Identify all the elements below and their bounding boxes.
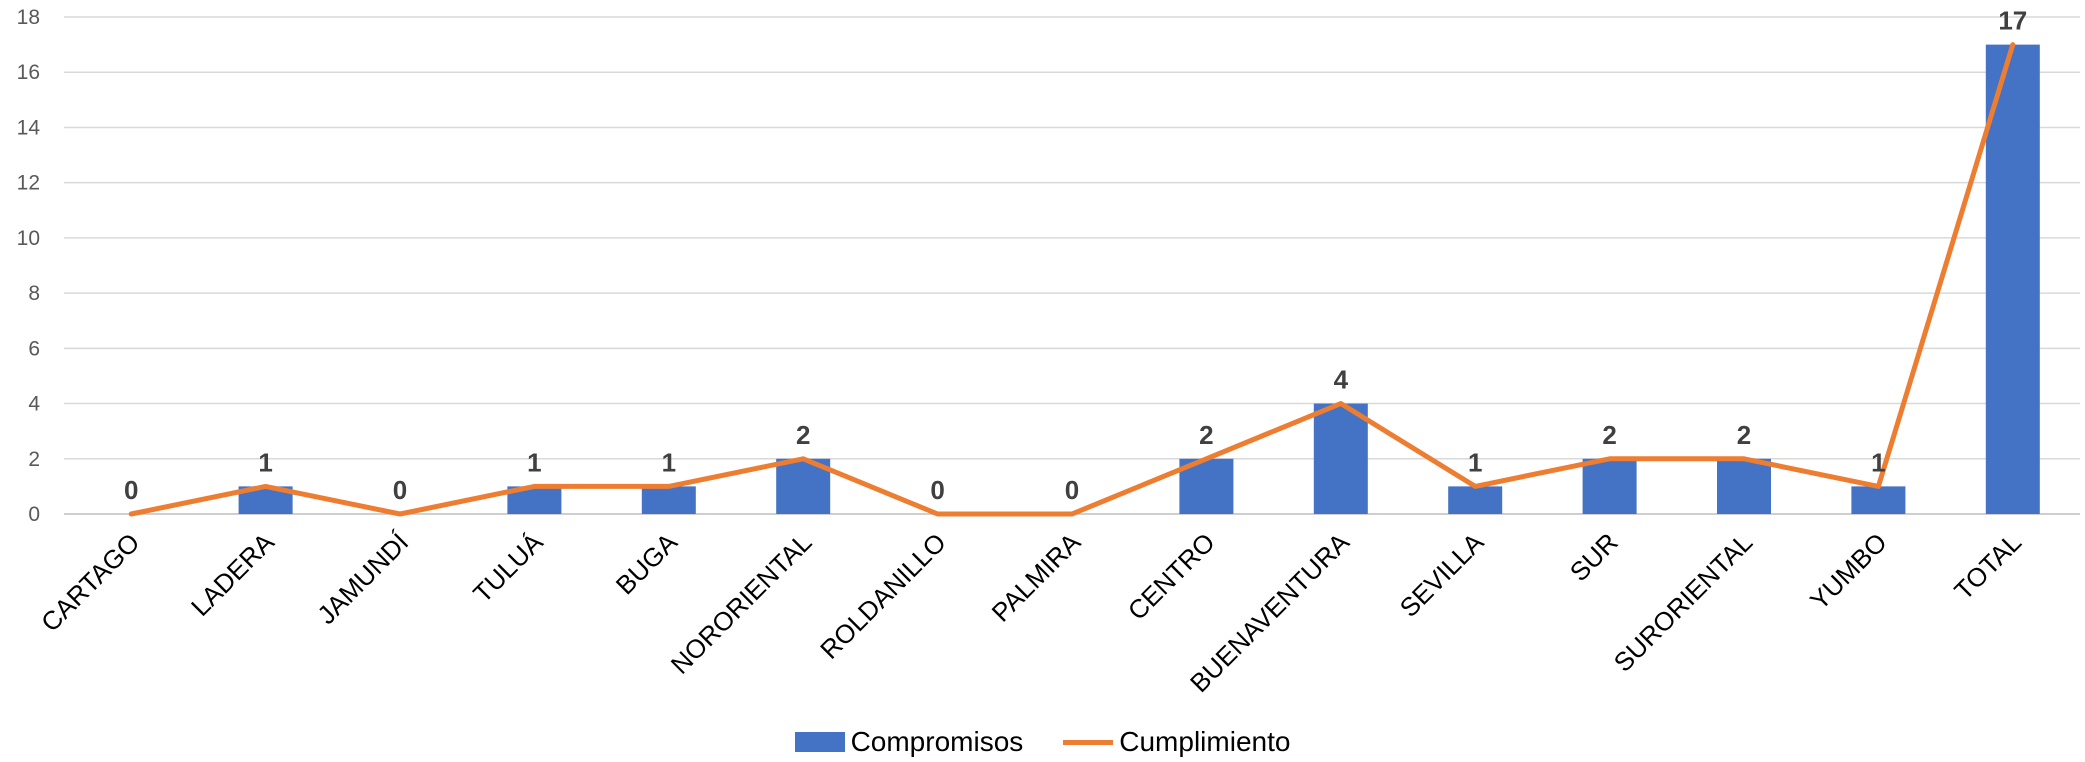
x-tick-label: SURORIENTAL [1608,527,1759,678]
data-label: 2 [1737,420,1751,450]
bar [1448,486,1503,514]
legend-item-compromisos: Compromisos [794,726,1024,758]
x-tick-label: YUMBO [1804,527,1893,616]
y-tick-label: 16 [17,61,40,84]
bar [1313,403,1368,514]
y-tick-label: 6 [28,337,40,360]
data-label: 0 [393,475,407,505]
legend: Compromisos Cumplimiento [0,722,2085,762]
bar [1851,486,1906,514]
legend-item-cumplimiento: Cumplimiento [1063,726,1290,758]
data-label: 2 [796,420,810,450]
y-tick-label: 4 [28,393,40,416]
x-tick-label: LADERA [185,527,280,622]
bar [641,486,696,514]
x-tick-label: TULUÁ [467,527,549,609]
legend-label-cumplimiento: Cumplimiento [1119,726,1291,757]
x-tick-label: SUR [1564,527,1624,587]
bar [1985,44,2040,514]
data-label: 1 [527,447,541,477]
x-tick-label: CENTRO [1122,527,1221,626]
data-label: 1 [1871,447,1885,477]
y-tick-label: 18 [17,6,40,29]
legend-swatch-line [1063,739,1114,745]
data-label: 1 [1468,447,1482,477]
legend-swatch-bar [794,732,845,752]
legend-label-compromisos: Compromisos [850,726,1024,757]
x-tick-label: PALMIRA [986,527,1087,628]
data-label: 4 [1334,365,1349,395]
y-tick-label: 10 [17,227,40,250]
bar [1582,458,1637,514]
data-label: 2 [1602,420,1616,450]
y-tick-label: 8 [28,282,40,305]
x-tick-label: NORORIENTAL [665,527,818,680]
y-tick-label: 12 [17,172,40,195]
y-tick-label: 14 [17,116,41,139]
series-line [128,42,2016,517]
data-label: 1 [662,447,676,477]
y-tick-label: 0 [28,503,40,526]
x-tick-label: BUGA [610,527,684,601]
x-tick-label: SEVILLA [1394,527,1490,623]
x-tick-label: TOTAL [1948,527,2027,606]
x-tick-label: JAMUNDÍ [311,526,414,629]
y-tick-label: 2 [28,448,40,471]
data-label: 0 [930,475,944,505]
data-label: 0 [124,475,138,505]
data-label: 0 [1065,475,1079,505]
x-tick-label: ROLDANILLO [814,527,952,665]
data-label: 2 [1199,420,1213,450]
bar [1717,458,1771,514]
data-label: 1 [258,447,272,477]
x-tick-label: CARTAGO [35,527,145,637]
data-label: 17 [1998,6,2027,36]
